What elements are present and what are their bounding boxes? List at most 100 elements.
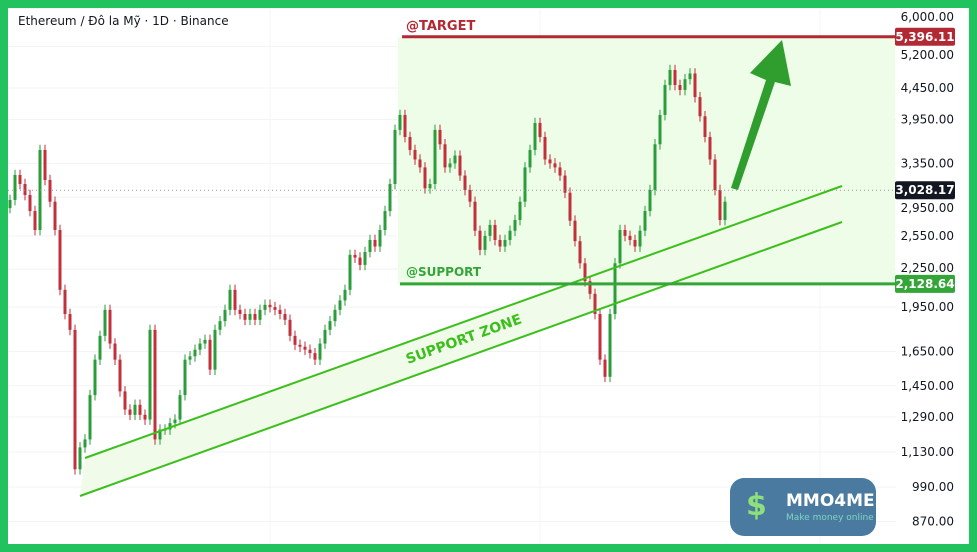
candle-body <box>628 235 632 240</box>
candle-body <box>623 230 627 236</box>
candle-body <box>213 329 217 370</box>
candle-body <box>683 79 687 90</box>
candle-body <box>568 192 572 221</box>
candle-body <box>388 183 392 212</box>
candle-body <box>603 359 607 377</box>
candle-body <box>178 395 182 420</box>
candle-body <box>713 159 717 190</box>
candle-body <box>183 359 187 396</box>
candle-body <box>263 304 267 310</box>
candle-body <box>528 149 532 168</box>
candle-body <box>48 180 52 202</box>
candle-body <box>73 329 77 470</box>
candle-body <box>68 314 72 330</box>
candle-body <box>533 123 537 150</box>
candle-body <box>243 314 247 320</box>
candle-body <box>338 300 342 310</box>
dollar-icon: $ <box>746 488 767 523</box>
y-tick-label: 3,950.00 <box>901 113 954 127</box>
candle-body <box>423 167 427 189</box>
candle-body <box>113 343 117 360</box>
y-tick-label: 870.00 <box>912 514 954 528</box>
candle-body <box>403 114 407 138</box>
chart-title: Ethereum / Đô la Mỹ · 1D · Binance <box>18 14 229 28</box>
candle-body <box>283 314 287 320</box>
candle-body <box>223 309 227 322</box>
candle-body <box>583 263 587 282</box>
y-tick-label: 1,130.00 <box>901 445 954 459</box>
candle-body <box>598 314 602 360</box>
candle-body <box>313 353 317 360</box>
candle-body <box>148 329 152 420</box>
candle-body <box>698 97 702 117</box>
logo-name: MMO4ME <box>786 491 875 511</box>
candle-body <box>618 230 622 264</box>
support-zone-upper-line[interactable] <box>84 185 843 459</box>
candle-body <box>498 239 502 247</box>
candle-body <box>648 189 652 212</box>
candle-body <box>248 314 252 320</box>
candle-body <box>398 114 402 130</box>
candle-body <box>318 343 322 360</box>
candle-body <box>58 230 62 290</box>
candle-body <box>23 183 27 196</box>
candle-body <box>258 309 262 320</box>
target-price-label: 5,396.11 <box>895 30 954 44</box>
candle-body <box>463 175 467 190</box>
candle-body <box>428 183 432 189</box>
candle-body <box>408 137 412 150</box>
support-zone-lower-line[interactable] <box>79 221 843 497</box>
candle-body <box>188 356 192 360</box>
candle-body <box>253 314 257 320</box>
y-tick-label: 4,450.00 <box>901 81 954 95</box>
y-tick-label: 2,550.00 <box>901 229 954 243</box>
candle-body <box>83 439 87 448</box>
candle-body <box>303 346 307 350</box>
candle-body <box>708 137 712 160</box>
candle-body <box>393 129 397 184</box>
candle-body <box>308 349 312 354</box>
candle-body <box>558 167 562 176</box>
candle-body <box>678 85 682 90</box>
candle-body <box>98 335 102 360</box>
candle-body <box>78 447 82 470</box>
candle-body <box>228 289 232 310</box>
candle-body <box>348 254 352 290</box>
candle-body <box>633 239 637 247</box>
candle-body <box>508 230 512 240</box>
candle-body <box>233 289 237 310</box>
candle-body <box>53 201 57 231</box>
candle-body <box>703 116 707 138</box>
mmo4me-logo: $ MMO4ME Make money online <box>730 478 876 536</box>
support-price-label: 2,128.64 <box>895 277 954 291</box>
candle-body <box>43 149 47 181</box>
candle-body <box>438 129 442 145</box>
candle-body <box>273 307 277 310</box>
candle-body <box>553 163 557 168</box>
candle-body <box>343 289 347 301</box>
support-zone-fill <box>80 186 842 496</box>
candle-body <box>488 224 492 236</box>
candle-body <box>658 114 662 145</box>
chart-frame: Ethereum / Đô la Mỹ · 1D · Binance SUPPO… <box>8 8 969 544</box>
candle-body <box>413 149 417 160</box>
candle-body <box>483 235 487 250</box>
candle-body <box>518 201 522 221</box>
logo-tagline: Make money online <box>786 513 874 523</box>
candle-body <box>198 343 202 350</box>
candle-body <box>453 155 457 164</box>
candle-body <box>173 419 177 424</box>
candle-body <box>723 201 727 221</box>
candle-body <box>663 85 667 115</box>
price-chart[interactable]: SUPPORT ZONE@TARGET@SUPPORT 6,000.005,20… <box>8 8 969 544</box>
candle-body <box>578 241 582 264</box>
candle-body <box>588 281 592 294</box>
candle-body <box>478 230 482 250</box>
current-price-label: 3,028.17 <box>895 183 954 197</box>
up-arrow-icon <box>731 40 791 190</box>
candle-body <box>268 304 272 308</box>
candle-body <box>8 199 12 209</box>
candle-body <box>103 309 107 336</box>
candle-body <box>493 224 497 240</box>
candle-body <box>643 211 647 231</box>
